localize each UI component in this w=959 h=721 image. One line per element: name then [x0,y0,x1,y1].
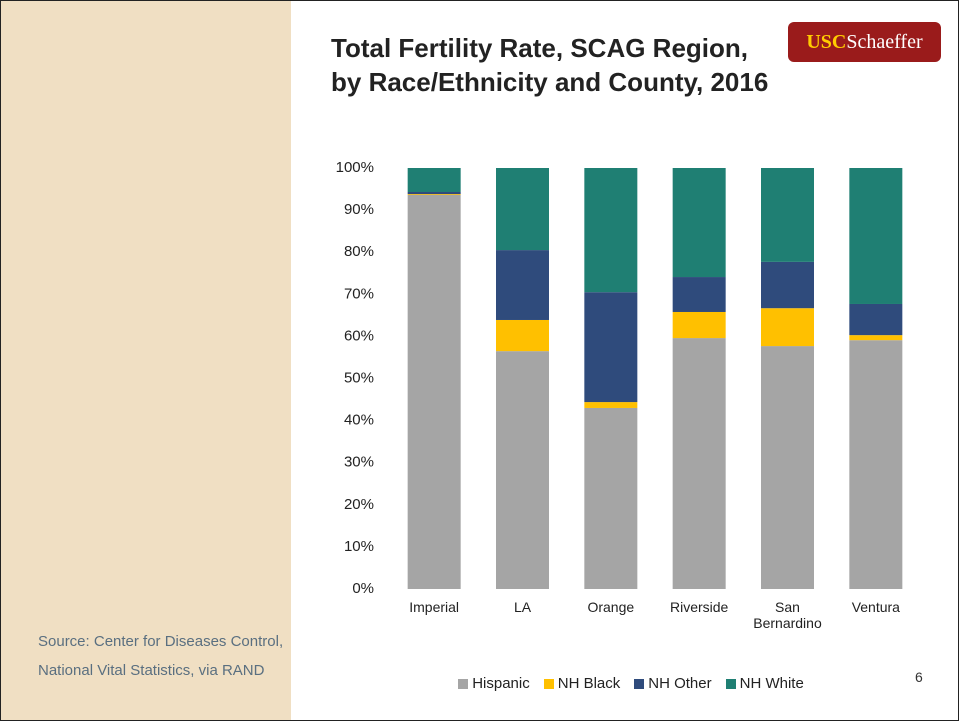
bar-segment [496,168,549,251]
bar-segment [849,335,903,341]
page-number: 6 [915,669,923,685]
bar-segment [761,261,814,309]
bar-segment [761,308,814,347]
bar-segment [407,168,461,192]
bar-segment [849,303,903,336]
source-note: Source: Center for Diseases Control, Nat… [38,633,284,679]
legend-swatch [543,678,554,689]
logo-usc: USC [806,31,847,53]
legend-item: NH Other [634,675,712,692]
bar-segment [407,191,461,195]
legend-swatch [458,678,469,689]
legend-swatch [725,678,736,689]
legend-swatch [634,678,645,689]
bar-segment [672,168,726,278]
bar-segment [584,407,638,589]
bar-segment [407,194,461,589]
bar-segment [849,340,903,589]
bar-segment [584,292,638,403]
x-tick-label: San Bernardino [753,599,822,631]
y-tick-label: 20% [344,496,374,513]
y-tick-label: 40% [344,412,374,429]
y-tick-label: 90% [344,201,374,218]
legend-label: Hispanic [472,675,530,692]
x-tick-label: Riverside [669,599,729,615]
y-tick-label: 10% [344,538,374,555]
legend-item: NH White [725,675,804,692]
legend-item: NH Black [543,675,621,692]
bar-segment [496,319,549,352]
bar-segment [672,311,726,339]
y-tick-label: 100% [336,159,374,176]
legend-label: NH Black [557,675,621,692]
chart-title: Total Fertility Rate, SCAG Region, by Ra… [331,33,769,97]
legend-label: NH White [739,675,804,692]
y-tick-label: 70% [344,285,374,302]
bar-segment [407,194,461,195]
bar-segment [672,277,726,312]
bar-segment [672,338,726,589]
legend: Hispanic NH Black NH Other NH White [381,675,881,692]
bar-segment [761,346,814,589]
x-tick-label: LA [513,599,532,615]
x-tick-label: Imperial [409,599,460,615]
legend-item: Hispanic [458,675,530,692]
y-tick-label: 30% [344,454,374,471]
bar-segment [584,168,638,293]
bar-segment [496,351,549,589]
side-panel [1,1,291,720]
logo: USCSchaeffer [788,22,941,62]
y-tick-label: 80% [344,243,374,260]
bar-segment [761,168,814,262]
logo-name: Schaeffer [846,31,923,53]
y-tick-label: 0% [352,580,374,597]
legend-label: NH Other [648,675,712,692]
y-tick-label: 50% [344,369,374,386]
bar-segment [496,250,549,320]
x-tick-label: Orange [587,599,635,615]
bar-segment [849,168,903,304]
x-tick-label: Ventura [851,599,900,615]
bar-segment [584,402,638,408]
y-tick-label: 60% [344,327,374,344]
